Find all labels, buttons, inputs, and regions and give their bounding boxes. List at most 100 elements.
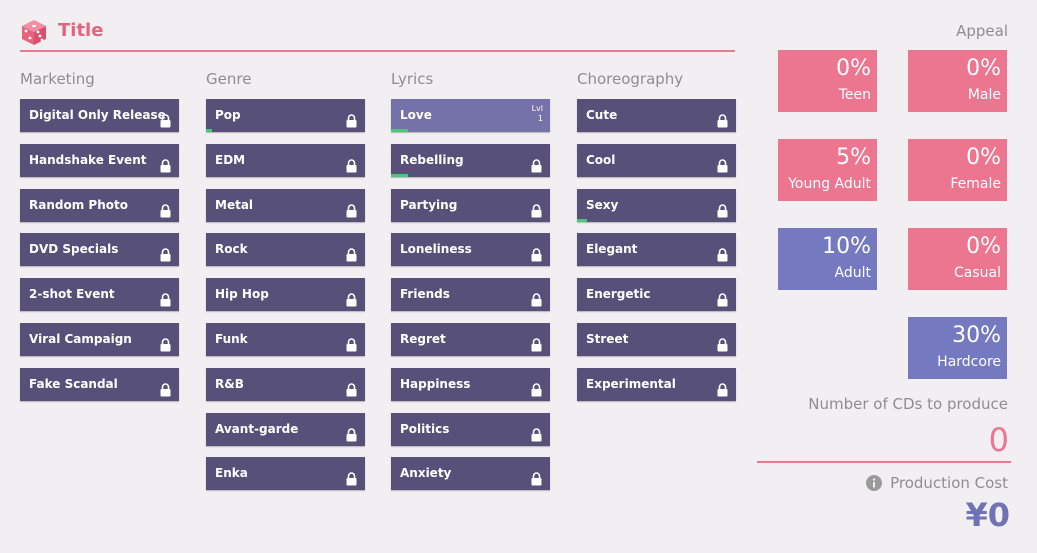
lock-icon [717,153,728,173]
appeal-value: 5% [836,145,871,170]
appeal-label: Adult [834,265,871,281]
lock-icon [346,153,357,173]
option-lyrics[interactable]: Regret [391,322,550,356]
progress-bar [391,173,409,177]
option-label: Anxiety [400,466,452,481]
progress-bar [206,129,213,132]
option-choreography[interactable]: Experimental [577,367,736,401]
info-icon[interactable] [866,475,883,491]
appeal-box-female: 0% Female [908,139,1007,201]
column-header-choreography: Choreography [577,70,684,88]
option-label: Friends [400,287,450,302]
appeal-box-adult: 10% Adult [778,228,877,290]
option-marketing[interactable]: Random Photo [20,188,179,222]
option-genre[interactable]: R&B [206,367,365,401]
appeal-value: 30% [952,323,1001,348]
option-genre[interactable]: Metal [206,188,365,222]
option-label: Avant-garde [215,421,299,436]
appeal-value: 0% [836,56,871,81]
option-choreography[interactable]: Energetic [577,278,736,312]
option-choreography[interactable]: Sexy [577,188,736,222]
option-label: Hip Hop [215,287,269,302]
appeal-box-teen: 0% Teen [778,50,877,112]
column-lyrics: Lyrics Love Lvl 1 Rebelling Partying Lonelines… [391,68,550,502]
option-label: EDM [215,152,246,167]
production-cost-label: Production Cost [866,474,1008,492]
option-genre[interactable]: Pop [206,99,365,132]
option-choreography[interactable]: Street [577,322,736,356]
option-choreography[interactable]: Elegant [577,233,736,267]
option-label: Rebelling [400,152,464,167]
option-genre[interactable]: Enka [206,457,365,491]
lock-icon [160,198,171,218]
option-choreography[interactable]: Cute [577,99,736,132]
lock-icon [717,287,728,307]
lock-icon [346,422,357,442]
column-header-lyrics: Lyrics [391,70,434,88]
lock-icon [160,377,171,397]
appeal-value: 0% [966,145,1001,170]
column-marketing: Marketing Digital Only Release Handshake E… [20,68,179,413]
option-lyrics[interactable]: Partying [391,188,550,222]
appeal-box-male: 0% Male [908,50,1007,112]
option-label: Sexy [586,197,619,212]
column-genre: Genre Pop EDM Metal Rock Hip Hop Funk R&B Avant-… [206,68,365,502]
lock-icon [346,242,357,262]
level-badge: Lvl 1 [532,104,543,124]
column-header-marketing: Marketing [20,70,95,88]
page-title: Title [58,19,104,41]
option-lyrics[interactable]: Politics [391,412,550,446]
option-label: Rock [215,242,248,257]
option-lyrics[interactable]: Anxiety [391,457,550,491]
option-label: Pop [215,108,241,122]
lock-icon [346,466,357,486]
cd-count-input[interactable] [757,418,1011,463]
option-lyrics[interactable]: Happiness [391,367,550,401]
option-label: Digital Only Release [29,108,166,122]
option-marketing[interactable]: 2-shot Event [20,278,179,312]
lock-icon [531,377,542,397]
appeal-label: Hardcore [937,354,1001,370]
option-genre[interactable]: Funk [206,322,365,356]
option-lyrics[interactable]: Friends [391,278,550,312]
option-marketing[interactable]: Handshake Event [20,143,179,177]
lock-icon [717,332,728,352]
option-lyrics[interactable]: Rebelling [391,143,550,177]
option-label: Handshake Event [29,152,147,167]
lock-icon [531,287,542,307]
option-label: Loneliness [400,242,472,257]
column-choreography: Choreography Cute Cool Sexy Elegant Energetic… [577,68,736,413]
production-cost-value: ¥0 [965,496,1010,534]
appeal-label: Male [967,87,1001,103]
lock-icon [346,198,357,218]
option-choreography[interactable]: Cool [577,143,736,177]
option-genre[interactable]: Hip Hop [206,278,365,312]
option-genre[interactable]: Rock [206,233,365,267]
option-lyrics[interactable]: Love Lvl 1 [391,99,550,132]
option-label: Energetic [586,287,651,302]
option-label: Happiness [400,376,471,391]
lock-icon [717,377,728,397]
appeal-label: Teen [838,87,871,103]
appeal-label: Casual [954,265,1001,281]
option-lyrics[interactable]: Loneliness [391,233,550,267]
option-label: Random Photo [29,197,128,212]
lock-icon [160,108,171,128]
option-marketing[interactable]: Fake Scandal [20,367,179,401]
option-label: Street [586,331,629,346]
column-header-genre: Genre [206,70,252,88]
option-label: Experimental [586,376,676,391]
appeal-value: 0% [966,234,1001,259]
option-label: Cool [586,152,616,167]
option-marketing[interactable]: DVD Specials [20,233,179,267]
option-marketing[interactable]: Digital Only Release [20,99,179,132]
progress-bar [577,218,587,222]
lock-icon [531,242,542,262]
option-genre[interactable]: Avant-garde [206,412,365,446]
title-bar: Title [20,14,735,52]
appeal-box-casual: 0% Casual [908,228,1007,290]
lock-icon [531,422,542,442]
level-value: 1 [537,114,543,123]
option-marketing[interactable]: Viral Campaign [20,322,179,356]
option-genre[interactable]: EDM [206,143,365,177]
